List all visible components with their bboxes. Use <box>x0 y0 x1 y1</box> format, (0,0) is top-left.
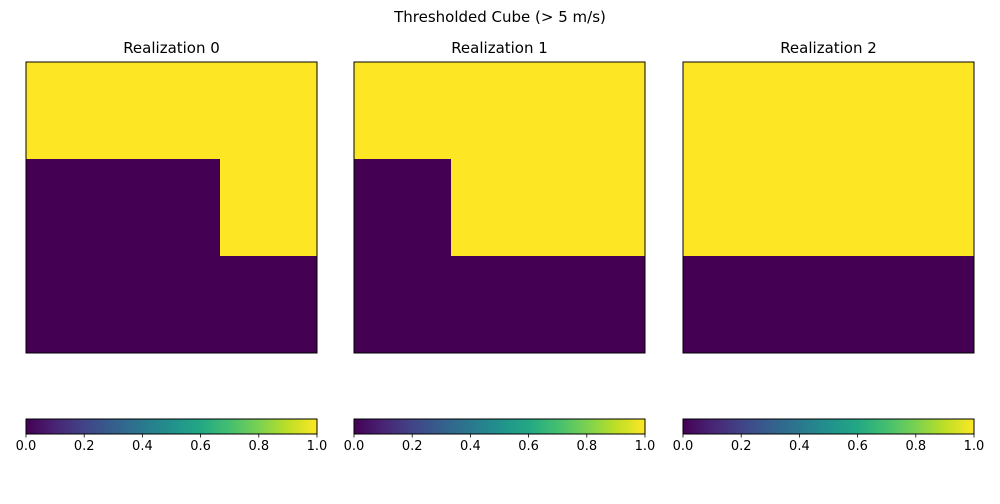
heatmap-cell <box>877 256 975 354</box>
heatmap-cell <box>683 256 781 354</box>
colorbar-tick-label: 0.6 <box>190 439 211 454</box>
colorbar-tick-label: 0.0 <box>673 439 694 454</box>
colorbar-tick-label: 1.0 <box>307 439 328 454</box>
colorbar: 0.0 0.2 0.4 0.6 0.8 1.0 <box>673 418 985 454</box>
colorbar-tick-label: 0.4 <box>132 439 153 454</box>
heatmap-cell <box>683 62 781 160</box>
heatmap-cell <box>451 159 549 257</box>
heatmap-cell <box>123 62 221 160</box>
colorbar-tick-label: 0.2 <box>731 439 752 454</box>
colorbar: 0.0 0.2 0.4 0.6 0.8 1.0 <box>16 418 328 454</box>
heatmap-cell <box>451 256 549 354</box>
panel-title: Realization 1 <box>451 39 548 57</box>
heatmap-cell <box>26 62 124 160</box>
colorbar-tick-label: 0.2 <box>74 439 95 454</box>
panel-title: Realization 2 <box>780 39 877 57</box>
axes-frame <box>353 61 646 354</box>
panel-2: Realization 2 0.0 0.2 0.4 0.6 0.8 1.0 <box>673 39 985 454</box>
heatmap-cell <box>354 62 452 160</box>
heatmap-cell <box>877 62 975 160</box>
heatmap-cell <box>123 256 221 354</box>
heatmap-cell <box>123 159 221 257</box>
heatmap-cell <box>877 159 975 257</box>
axes-frame <box>682 61 975 354</box>
colorbar-tick-label: 0.4 <box>789 439 810 454</box>
heatmap-cell <box>220 159 318 257</box>
colorbar-tick-label: 0.6 <box>518 439 539 454</box>
colorbar-tick-label: 0.6 <box>847 439 868 454</box>
figure-title: Thresholded Cube (> 5 m/s) <box>393 8 606 26</box>
panel-1: Realization 1 0.0 0.2 0.4 0.6 0.8 1.0 <box>344 39 656 454</box>
colorbar-gradient <box>25 418 318 435</box>
colorbar-gradient <box>353 418 646 435</box>
heatmap-cell <box>780 159 878 257</box>
colorbar-tick-label: 0.0 <box>344 439 365 454</box>
heatmap-cell <box>26 256 124 354</box>
heatmap-cell <box>354 159 452 257</box>
colorbar-gradient <box>682 418 975 435</box>
heatmap-cell <box>780 256 878 354</box>
heatmap-cell <box>780 62 878 160</box>
heatmap-cell <box>451 62 549 160</box>
heatmap-cell <box>26 159 124 257</box>
colorbar-tick-label: 1.0 <box>635 439 656 454</box>
colorbar-tick-label: 0.8 <box>576 439 597 454</box>
colorbar-tick-label: 0.2 <box>402 439 423 454</box>
heatmap-cell <box>548 159 646 257</box>
colorbar-tick-label: 0.8 <box>248 439 269 454</box>
colorbar: 0.0 0.2 0.4 0.6 0.8 1.0 <box>344 418 656 454</box>
heatmap-cell <box>683 159 781 257</box>
colorbar-tick-label: 0.4 <box>460 439 481 454</box>
heatmap-cell <box>220 62 318 160</box>
heatmap-cell <box>548 62 646 160</box>
panel-0: Realization 0 0.0 0.2 0.4 0.6 0.8 1.0 <box>16 39 328 454</box>
heatmap-cell <box>354 256 452 354</box>
panel-title: Realization 0 <box>123 39 220 57</box>
heatmap-cell <box>220 256 318 354</box>
axes-frame <box>25 61 318 354</box>
colorbar-tick-label: 1.0 <box>964 439 985 454</box>
heatmap-cell <box>548 256 646 354</box>
colorbar-tick-label: 0.0 <box>16 439 37 454</box>
colorbar-tick-label: 0.8 <box>905 439 926 454</box>
